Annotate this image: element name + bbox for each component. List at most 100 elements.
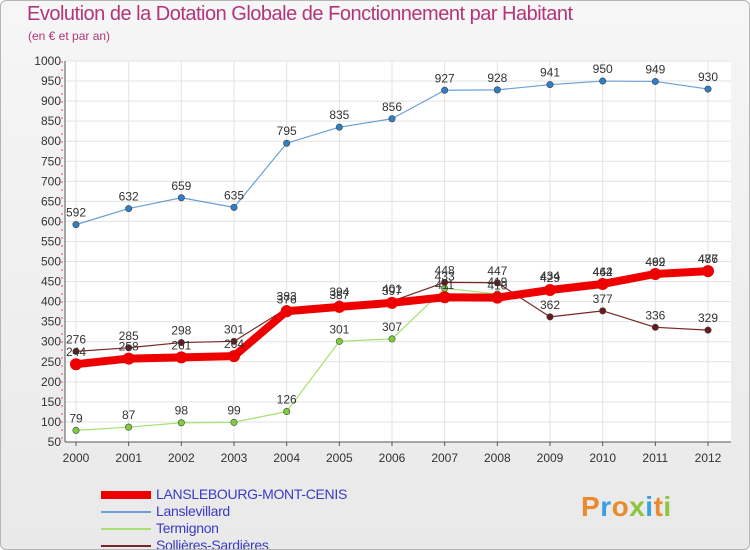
data-point-lanslebourg-mont-cenis xyxy=(491,291,504,304)
data-point-lanslevillard xyxy=(441,86,449,94)
data-point-solli-res-sardi-res xyxy=(651,323,659,331)
data-point-lanslevillard xyxy=(651,77,659,85)
data-point-solli-res-sardi-res xyxy=(704,326,712,334)
data-point-solli-res-sardi-res xyxy=(493,279,501,287)
y-tick-label: 250 xyxy=(41,355,61,369)
data-point-solli-res-sardi-res xyxy=(599,307,607,315)
data-label-termignon: 433 xyxy=(435,269,455,283)
y-tick-label: 500 xyxy=(41,255,61,269)
x-tick-label: 2000 xyxy=(63,451,90,465)
data-label-solli-res-sardi-res: 401 xyxy=(382,282,402,296)
data-label-lanslevillard: 856 xyxy=(382,100,402,114)
legend-label-sollieres: Sollières-Sardières xyxy=(156,537,269,550)
y-tick-label: 100 xyxy=(41,415,61,429)
data-label-solli-res-sardi-res: 394 xyxy=(329,285,349,299)
logo-letter: o xyxy=(611,491,630,522)
y-tick-label: 750 xyxy=(41,154,61,168)
data-point-solli-res-sardi-res xyxy=(177,339,185,347)
data-label-termignon: 301 xyxy=(329,322,349,336)
data-label-termignon: 492 xyxy=(645,255,665,269)
legend-label-lanslebourg: LANSLEBOURG-MONT-CENIS xyxy=(156,486,347,502)
legend-swatch-lanslevillard xyxy=(101,511,151,513)
data-label-termignon: 87 xyxy=(122,408,136,422)
data-point-lanslebourg-mont-cenis xyxy=(702,265,714,278)
logo-letter: i xyxy=(645,491,654,522)
legend-item-lanslevillard: Lanslevillard xyxy=(101,503,421,520)
data-point-solli-res-sardi-res xyxy=(230,337,238,345)
x-tick-label: 2010 xyxy=(589,451,616,465)
data-point-lanslebourg-mont-cenis xyxy=(438,291,451,304)
x-tick-label: 2012 xyxy=(695,451,722,465)
data-point-termignon xyxy=(230,418,238,426)
x-tick-label: 2007 xyxy=(431,451,458,465)
data-point-lanslebourg-mont-cenis xyxy=(175,351,188,364)
legend-label-lanslevillard: Lanslevillard xyxy=(156,503,230,519)
data-point-lanslebourg-mont-cenis xyxy=(122,352,135,365)
data-label-lanslevillard: 795 xyxy=(277,124,297,138)
x-tick-label: 2011 xyxy=(642,451,668,465)
legend-swatch-lanslebourg xyxy=(101,491,151,499)
data-label-lanslebourg-mont-cenis: 429 xyxy=(540,271,560,285)
data-label-solli-res-sardi-res: 298 xyxy=(171,324,191,338)
x-tick-label: 2001 xyxy=(115,451,142,465)
data-label-lanslebourg-mont-cenis: 410 xyxy=(487,279,507,293)
data-label-lanslebourg-mont-cenis: 261 xyxy=(171,338,191,352)
data-point-lanslevillard xyxy=(546,81,554,89)
data-label-lanslevillard: 635 xyxy=(224,188,244,202)
data-label-solli-res-sardi-res: 447 xyxy=(487,264,507,278)
y-tick-label: 900 xyxy=(41,94,61,108)
data-label-lanslevillard: 949 xyxy=(645,62,665,76)
data-label-termignon: 434 xyxy=(540,269,560,283)
y-tick-label: 450 xyxy=(41,275,61,289)
legend-item-lanslebourg: LANSLEBOURG-MONT-CENIS xyxy=(101,486,421,503)
x-tick-label: 2002 xyxy=(168,451,195,465)
data-label-termignon: 419 xyxy=(487,275,507,289)
chart-subtitle: (en € et par an) xyxy=(28,29,111,43)
data-label-lanslebourg-mont-cenis: 376 xyxy=(277,292,297,306)
data-label-lanslevillard: 592 xyxy=(66,206,86,220)
data-point-termignon xyxy=(335,337,343,345)
data-point-solli-res-sardi-res xyxy=(546,313,554,321)
data-label-lanslebourg-mont-cenis: 387 xyxy=(329,288,349,302)
chart-grid xyxy=(65,60,731,443)
y-tick-label: 800 xyxy=(41,134,61,148)
y-tick-label: 650 xyxy=(41,194,61,208)
data-point-lanslevillard xyxy=(493,86,501,94)
data-label-lanslevillard: 835 xyxy=(329,108,349,122)
data-label-termignon: 126 xyxy=(277,393,297,407)
y-tick-label: 300 xyxy=(41,335,61,349)
y-tick-label: 150 xyxy=(41,395,61,409)
data-label-solli-res-sardi-res: 383 xyxy=(277,289,297,303)
data-label-termignon: 79 xyxy=(69,411,83,425)
logo-letter: P xyxy=(581,491,601,522)
data-label-solli-res-sardi-res: 448 xyxy=(435,263,455,277)
x-tick-label: 2006 xyxy=(379,451,406,465)
data-label-lanslevillard: 941 xyxy=(540,66,560,80)
x-tick-label: 2005 xyxy=(326,451,353,465)
y-tick-label: 50 xyxy=(48,435,62,449)
data-point-lanslevillard xyxy=(283,139,291,147)
data-label-lanslebourg-mont-cenis: 444 xyxy=(593,265,613,279)
data-point-lanslebourg-mont-cenis xyxy=(228,350,240,363)
data-label-lanslevillard: 927 xyxy=(435,71,455,85)
data-label-lanslebourg-mont-cenis: 258 xyxy=(119,340,139,354)
data-label-solli-res-sardi-res: 285 xyxy=(119,329,139,343)
data-point-lanslevillard xyxy=(125,205,133,213)
data-label-termignon: 98 xyxy=(175,404,189,418)
data-point-solli-res-sardi-res xyxy=(72,347,80,355)
legend-label-termignon: Termignon xyxy=(156,520,219,536)
y-tick-label: 350 xyxy=(41,315,61,329)
data-label-solli-res-sardi-res: 362 xyxy=(540,298,560,312)
data-label-termignon: 487 xyxy=(698,252,718,266)
plot-area xyxy=(65,61,731,442)
data-point-lanslebourg-mont-cenis xyxy=(280,305,293,318)
data-label-solli-res-sardi-res: 377 xyxy=(593,292,613,306)
data-point-termignon xyxy=(125,423,133,431)
data-label-lanslevillard: 928 xyxy=(487,71,507,85)
y-tick-label: 550 xyxy=(41,234,61,248)
data-label-solli-res-sardi-res: 336 xyxy=(645,308,665,322)
data-label-solli-res-sardi-res: 301 xyxy=(224,322,244,336)
data-point-termignon xyxy=(72,426,80,434)
